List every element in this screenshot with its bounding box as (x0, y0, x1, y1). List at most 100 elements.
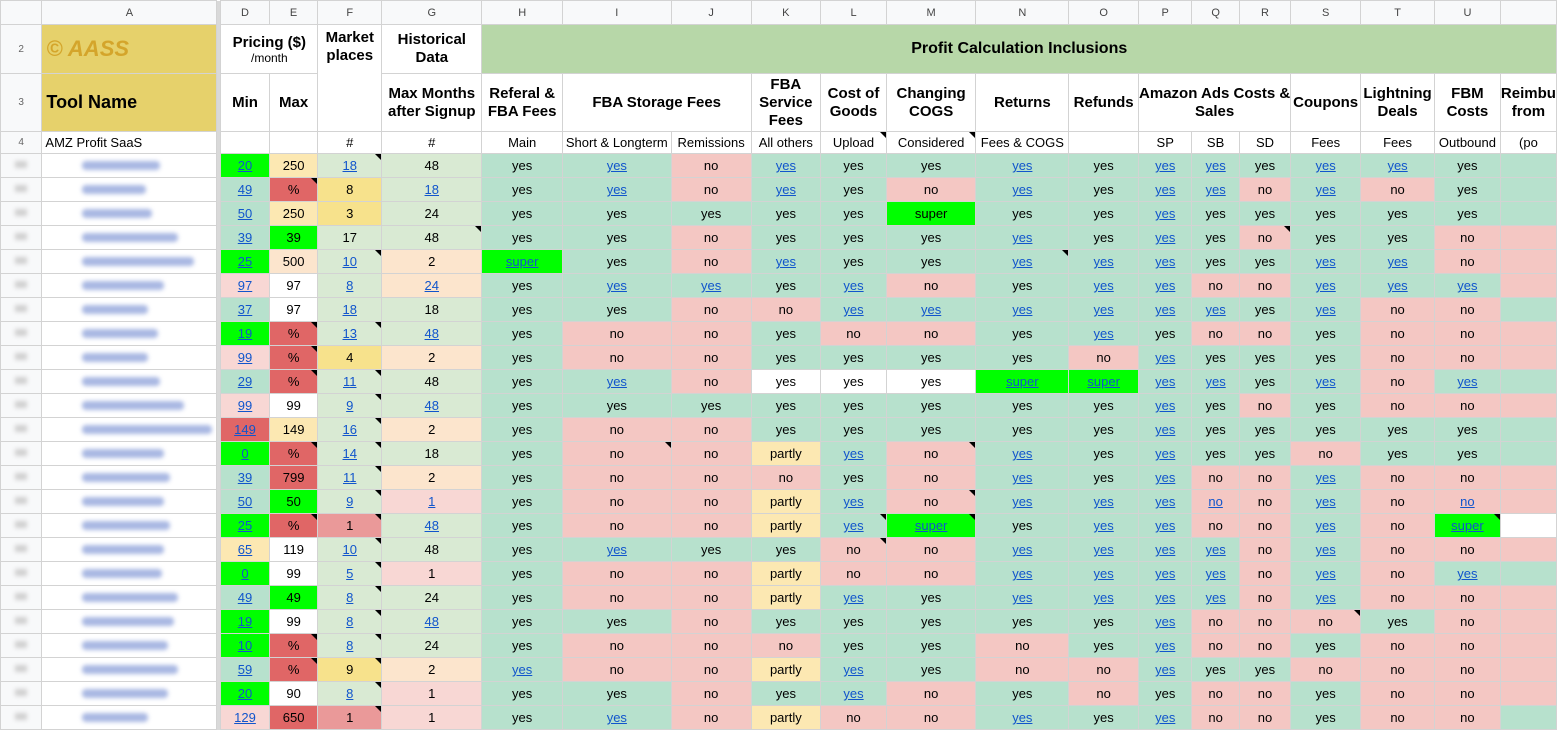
cell-ads-sd[interactable]: no (1238, 609, 1292, 634)
cell-changing-cogs[interactable]: yes (885, 153, 977, 178)
cell-ads-sb[interactable]: yes (1191, 561, 1240, 586)
cell-ads-sp[interactable]: yes (1138, 489, 1193, 514)
row-number[interactable] (0, 537, 43, 562)
cell-referal-fba-fees[interactable]: yes (481, 609, 563, 634)
cell-fba-service-fees[interactable]: yes (750, 537, 822, 562)
cell-changing-cogs[interactable]: no (885, 321, 977, 346)
row-number[interactable] (0, 321, 43, 346)
cell-ads-sd[interactable]: yes (1238, 249, 1292, 274)
tool-name-cell[interactable] (41, 681, 218, 706)
cell-link[interactable]: yes (1205, 182, 1226, 197)
cell-storage-short-longterm[interactable]: no (561, 417, 672, 442)
cell-cost-of-goods[interactable]: yes (820, 297, 887, 322)
cell-price-max[interactable]: 250 (268, 201, 319, 226)
row-number[interactable] (0, 681, 43, 706)
cell-price-max[interactable]: 99 (268, 561, 319, 586)
cell-storage-short-longterm[interactable]: no (561, 489, 672, 514)
cell-marketplaces[interactable]: 8 (317, 273, 383, 298)
cell-refunds[interactable]: yes (1068, 705, 1140, 730)
cell-coupons[interactable]: yes (1290, 513, 1362, 538)
cell-link[interactable]: yes (1012, 302, 1033, 317)
cell-price-min[interactable]: 20 (220, 153, 270, 178)
cell-ads-sp[interactable]: yes (1138, 681, 1193, 706)
cell-link[interactable]: yes (1205, 158, 1226, 173)
cell-link[interactable]: yes (606, 158, 627, 173)
cell-returns[interactable]: yes (975, 681, 1070, 706)
cell-ads-sb[interactable]: no (1191, 273, 1240, 298)
cell-link[interactable]: yes (843, 494, 864, 509)
tool-name-cell[interactable] (41, 369, 218, 394)
cell-fba-service-fees[interactable]: partly (750, 657, 822, 682)
cell-link[interactable]: yes (1315, 494, 1336, 509)
cell-link[interactable]: yes (1315, 566, 1336, 581)
cell-link[interactable]: yes (843, 278, 864, 293)
cell-changing-cogs[interactable]: yes (885, 393, 977, 418)
cell-changing-cogs[interactable]: no (885, 489, 977, 514)
column-header-o[interactable]: O (1068, 0, 1140, 25)
cell-link[interactable]: 99 (237, 398, 253, 413)
tool-name-cell[interactable] (41, 201, 218, 226)
marketplaces-subheader[interactable]: # (317, 131, 383, 154)
cell-refunds[interactable]: yes (1068, 249, 1140, 274)
cell-link[interactable]: 8 (346, 686, 354, 701)
cell-fbm-costs[interactable]: no (1434, 585, 1501, 610)
cell-link[interactable]: yes (1315, 278, 1336, 293)
cell-history-months[interactable]: 24 (381, 633, 483, 658)
cell-price-min[interactable]: 49 (220, 585, 270, 610)
cell-ads-sd[interactable]: no (1238, 465, 1292, 490)
cell-fba-service-fees[interactable]: partly (750, 705, 822, 730)
column-header-v[interactable] (1499, 0, 1557, 25)
frozen-divider[interactable] (216, 0, 221, 25)
cell-price-max[interactable]: 90 (268, 681, 319, 706)
cell-link[interactable]: yes (1315, 302, 1336, 317)
cell-marketplaces[interactable]: 18 (317, 297, 383, 322)
cell-reimbursements[interactable] (1499, 225, 1557, 250)
cell-history-months[interactable]: 48 (381, 225, 483, 250)
cell-ads-sp[interactable]: yes (1138, 153, 1193, 178)
cell-link[interactable]: yes (1155, 446, 1176, 461)
cell-link[interactable]: yes (1457, 374, 1478, 389)
cell-price-min[interactable]: 99 (220, 345, 270, 370)
cell-lightning-deals[interactable]: no (1360, 489, 1435, 514)
row-number[interactable] (0, 489, 43, 514)
cell-storage-remissions[interactable]: no (670, 153, 752, 178)
cell-price-min[interactable]: 149 (220, 417, 270, 442)
cell-refunds[interactable]: yes (1068, 417, 1140, 442)
cell-price-max[interactable]: 250 (268, 153, 319, 178)
cell-returns[interactable]: super (975, 369, 1070, 394)
cell-reimbursements[interactable] (1499, 321, 1557, 346)
cell-coupons[interactable]: yes (1290, 537, 1362, 562)
coupons-header[interactable]: Coupons (1290, 73, 1362, 132)
cell-link[interactable]: yes (843, 518, 864, 533)
cell-link[interactable]: yes (1012, 590, 1033, 605)
cell-cost-of-goods[interactable]: yes (820, 681, 887, 706)
subheader-outbound[interactable]: Outbound (1434, 131, 1501, 154)
cell-link[interactable]: 97 (237, 278, 253, 293)
cell-link[interactable]: yes (1155, 590, 1176, 605)
subheader-refunds[interactable] (1068, 131, 1140, 154)
cell-link[interactable]: yes (1093, 518, 1114, 533)
cell-ads-sb[interactable]: no (1191, 681, 1240, 706)
cell-returns[interactable]: yes (975, 201, 1070, 226)
cell-reimbursements[interactable] (1499, 609, 1557, 634)
cell-refunds[interactable]: yes (1068, 633, 1140, 658)
cell-ads-sb[interactable]: yes (1191, 345, 1240, 370)
cell-referal-fba-fees[interactable]: yes (481, 273, 563, 298)
tool-name-cell[interactable] (41, 489, 218, 514)
cell-ads-sb[interactable]: yes (1191, 153, 1240, 178)
cell-ads-sb[interactable]: yes (1191, 177, 1240, 202)
row-number[interactable] (0, 417, 43, 442)
cell-storage-remissions[interactable]: no (670, 585, 752, 610)
cell-link[interactable]: yes (1012, 158, 1033, 173)
tool-name-cell[interactable] (41, 633, 218, 658)
cell-ads-sd[interactable]: yes (1238, 657, 1292, 682)
cell-ads-sd[interactable]: no (1238, 321, 1292, 346)
cell-refunds[interactable]: yes (1068, 513, 1140, 538)
cell-link[interactable]: yes (1315, 254, 1336, 269)
cell-marketplaces[interactable]: 1 (317, 513, 383, 538)
tool-name-cell[interactable] (41, 513, 218, 538)
cell-link[interactable]: yes (1155, 158, 1176, 173)
cell-history-months[interactable]: 48 (381, 393, 483, 418)
cell-link[interactable]: 129 (234, 710, 256, 725)
cell-link[interactable]: 9 (346, 398, 354, 413)
